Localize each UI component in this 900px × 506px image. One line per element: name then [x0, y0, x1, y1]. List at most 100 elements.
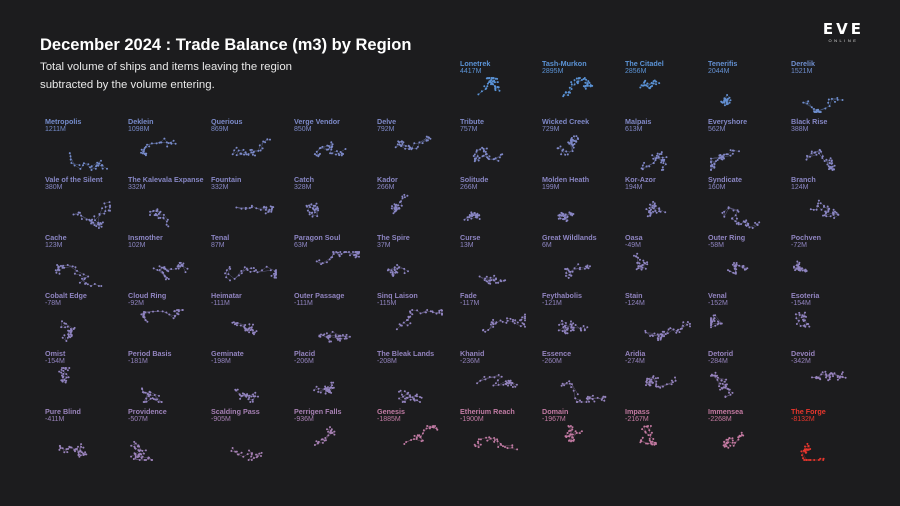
map-link — [809, 154, 817, 157]
map-system-dot — [411, 313, 414, 316]
map-system-dot — [82, 446, 85, 449]
map-system-dot — [66, 451, 69, 454]
map-system-dot — [416, 145, 419, 148]
map-system-dot — [737, 438, 740, 441]
map-system-dot — [496, 81, 499, 84]
region-panel-detorid: Detorid -284M — [708, 349, 784, 403]
map-system-dot — [655, 154, 658, 157]
map-link — [316, 261, 323, 264]
map-system-dot — [641, 167, 644, 170]
map-system-dot — [319, 147, 322, 149]
map-system-dot — [231, 447, 234, 449]
map-system-dot — [235, 146, 238, 149]
map-system-dot — [483, 279, 486, 282]
map-system-dot — [667, 328, 670, 331]
map-system-dot — [493, 279, 496, 282]
map-system-dot — [577, 263, 580, 266]
map-system-dot — [241, 392, 244, 395]
map-system-dot — [725, 100, 728, 103]
map-system-dot — [166, 269, 168, 272]
map-system-dot — [714, 371, 717, 374]
map-system-dot — [509, 317, 512, 320]
region-balance-label: -8132M — [791, 416, 815, 423]
map-system-dot — [649, 441, 652, 444]
region-balance-label: 123M — [45, 242, 63, 249]
region-name: Black Rise — [791, 117, 828, 126]
map-system-dot — [490, 83, 492, 86]
map-system-dot — [482, 329, 484, 332]
map-link — [561, 380, 570, 387]
map-system-dot — [269, 205, 272, 208]
region-map-genesis — [403, 425, 439, 445]
map-system-dot — [475, 150, 478, 153]
map-system-dot — [499, 153, 502, 156]
map-system-dot — [713, 320, 716, 322]
map-system-dot — [393, 210, 396, 213]
map-system-dot — [816, 376, 819, 379]
region-panel-providence: Providence -507M — [128, 407, 204, 461]
map-system-dot — [726, 153, 729, 156]
map-system-dot — [657, 377, 659, 379]
region-map-esoteria — [794, 311, 811, 328]
map-system-dot — [733, 262, 735, 264]
map-system-dot — [237, 453, 240, 456]
map-system-dot — [78, 164, 81, 167]
map-system-dot — [76, 269, 78, 272]
map-system-dot — [143, 148, 146, 151]
map-system-dot — [419, 401, 421, 403]
map-system-dot — [562, 95, 565, 98]
map-system-dot — [243, 393, 246, 396]
map-system-dot — [473, 153, 476, 156]
map-link — [154, 394, 162, 403]
map-system-dot — [166, 218, 169, 221]
map-system-dot — [149, 214, 151, 216]
map-system-dot — [828, 168, 830, 171]
map-system-dot — [395, 328, 398, 331]
map-system-dot — [250, 326, 253, 329]
region-map-syndicate — [721, 206, 761, 229]
map-system-dot — [172, 139, 175, 142]
map-system-dot — [564, 435, 567, 438]
map-system-dot — [317, 390, 320, 393]
map-system-dot — [78, 450, 81, 453]
map-system-dot — [519, 325, 522, 328]
map-system-dot — [650, 208, 652, 211]
map-system-dot — [319, 391, 322, 394]
map-system-dot — [401, 393, 403, 396]
map-system-dot — [403, 443, 406, 445]
map-system-dot — [557, 147, 560, 150]
map-system-dot — [561, 330, 564, 333]
map-system-dot — [348, 335, 351, 338]
map-system-dot — [648, 437, 651, 440]
map-system-dot — [78, 455, 81, 458]
map-system-dot — [321, 438, 324, 441]
map-system-dot — [710, 326, 712, 329]
region-panel-molden-heath: Molden Heath 199M — [542, 175, 618, 229]
map-system-dot — [646, 442, 649, 445]
map-link — [401, 141, 407, 147]
map-system-dot — [338, 154, 341, 157]
map-system-dot — [95, 225, 98, 228]
map-system-dot — [641, 428, 644, 431]
map-system-dot — [333, 433, 336, 436]
map-system-dot — [401, 143, 404, 145]
map-system-dot — [566, 332, 569, 335]
map-system-dot — [805, 158, 808, 161]
map-system-dot — [664, 163, 667, 166]
region-map-domain — [564, 425, 583, 443]
map-system-dot — [240, 451, 243, 454]
map-system-dot — [404, 397, 407, 400]
map-system-dot — [578, 268, 581, 271]
map-system-dot — [823, 214, 826, 217]
map-system-dot — [568, 439, 570, 442]
map-system-dot — [725, 383, 728, 386]
map-system-dot — [720, 379, 723, 382]
map-system-dot — [524, 319, 526, 322]
map-system-dot — [646, 263, 649, 266]
map-system-dot — [653, 202, 656, 205]
map-system-dot — [651, 335, 654, 337]
map-system-dot — [807, 100, 810, 103]
map-link — [801, 451, 808, 461]
map-system-dot — [477, 159, 480, 162]
map-system-dot — [320, 263, 323, 266]
